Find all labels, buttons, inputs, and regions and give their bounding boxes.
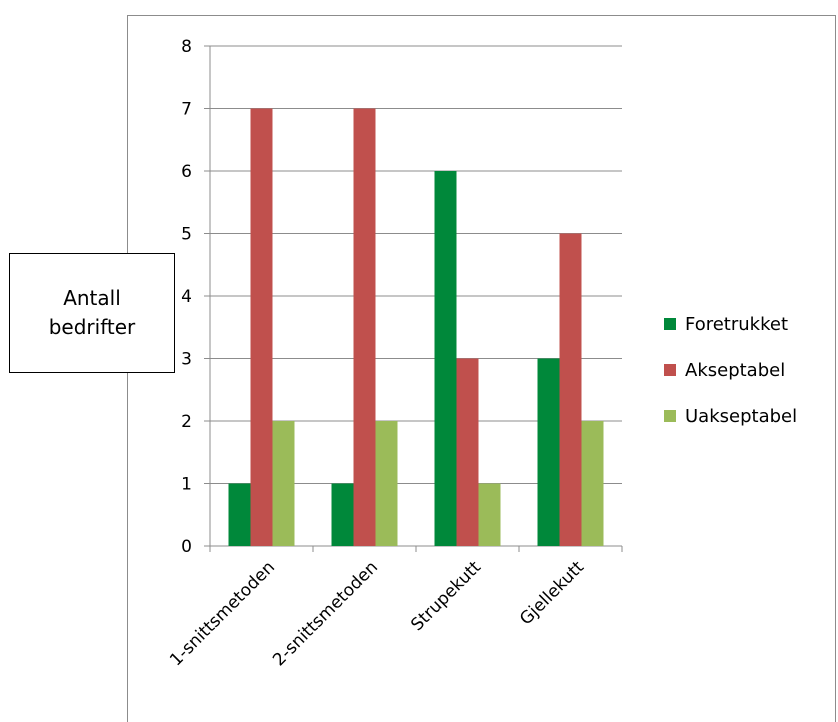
bar-foretrukket-4 [537,358,560,546]
bar-foretrukket-2 [331,483,354,546]
x-tick-label: 2-snittsmetoden [269,557,382,670]
bar-akseptabel-1 [250,108,273,546]
bar-uakseptabel-3 [478,483,501,546]
y-tick-label: 8 [181,37,192,57]
bars [228,108,604,546]
chart-area [127,15,836,722]
legend-swatch [664,318,676,330]
bar-uakseptabel-1 [272,421,295,546]
legend-swatch [664,364,676,376]
y-tick-labels: 0 1 2 3 4 5 6 7 8 [181,37,192,557]
y-tick-label: 1 [181,475,192,495]
x-tick-label: Strupekutt [407,557,485,635]
bar-akseptabel-2 [353,108,376,546]
legend-label: Uakseptabel [685,406,797,427]
y-axis-label-box: Antall bedrifter [9,253,175,373]
x-tick-label: 1-snittsmetoden [166,557,279,670]
y-tick-label: 6 [181,162,192,182]
bar-akseptabel-4 [559,233,582,546]
y-tick-label: 0 [181,537,192,557]
y-tick-label: 5 [181,225,192,245]
y-tick-label: 2 [181,412,192,432]
legend-label: Foretrukket [685,314,788,335]
y-tick-label: 4 [181,287,192,307]
x-tick-label: Gjellekutt [516,557,588,629]
bar-akseptabel-3 [456,358,479,546]
legend-label: Akseptabel [685,360,785,381]
legend-swatch [664,410,676,422]
legend: Foretrukket Akseptabel Uakseptabel [664,314,797,427]
bar-uakseptabel-4 [581,421,604,546]
y-tick-label: 3 [181,350,192,370]
bar-uakseptabel-2 [375,421,398,546]
bar-foretrukket-3 [434,171,457,546]
bar-foretrukket-1 [228,483,251,546]
y-axis-label: Antall bedrifter [48,286,136,339]
y-tick-label: 7 [181,100,192,120]
